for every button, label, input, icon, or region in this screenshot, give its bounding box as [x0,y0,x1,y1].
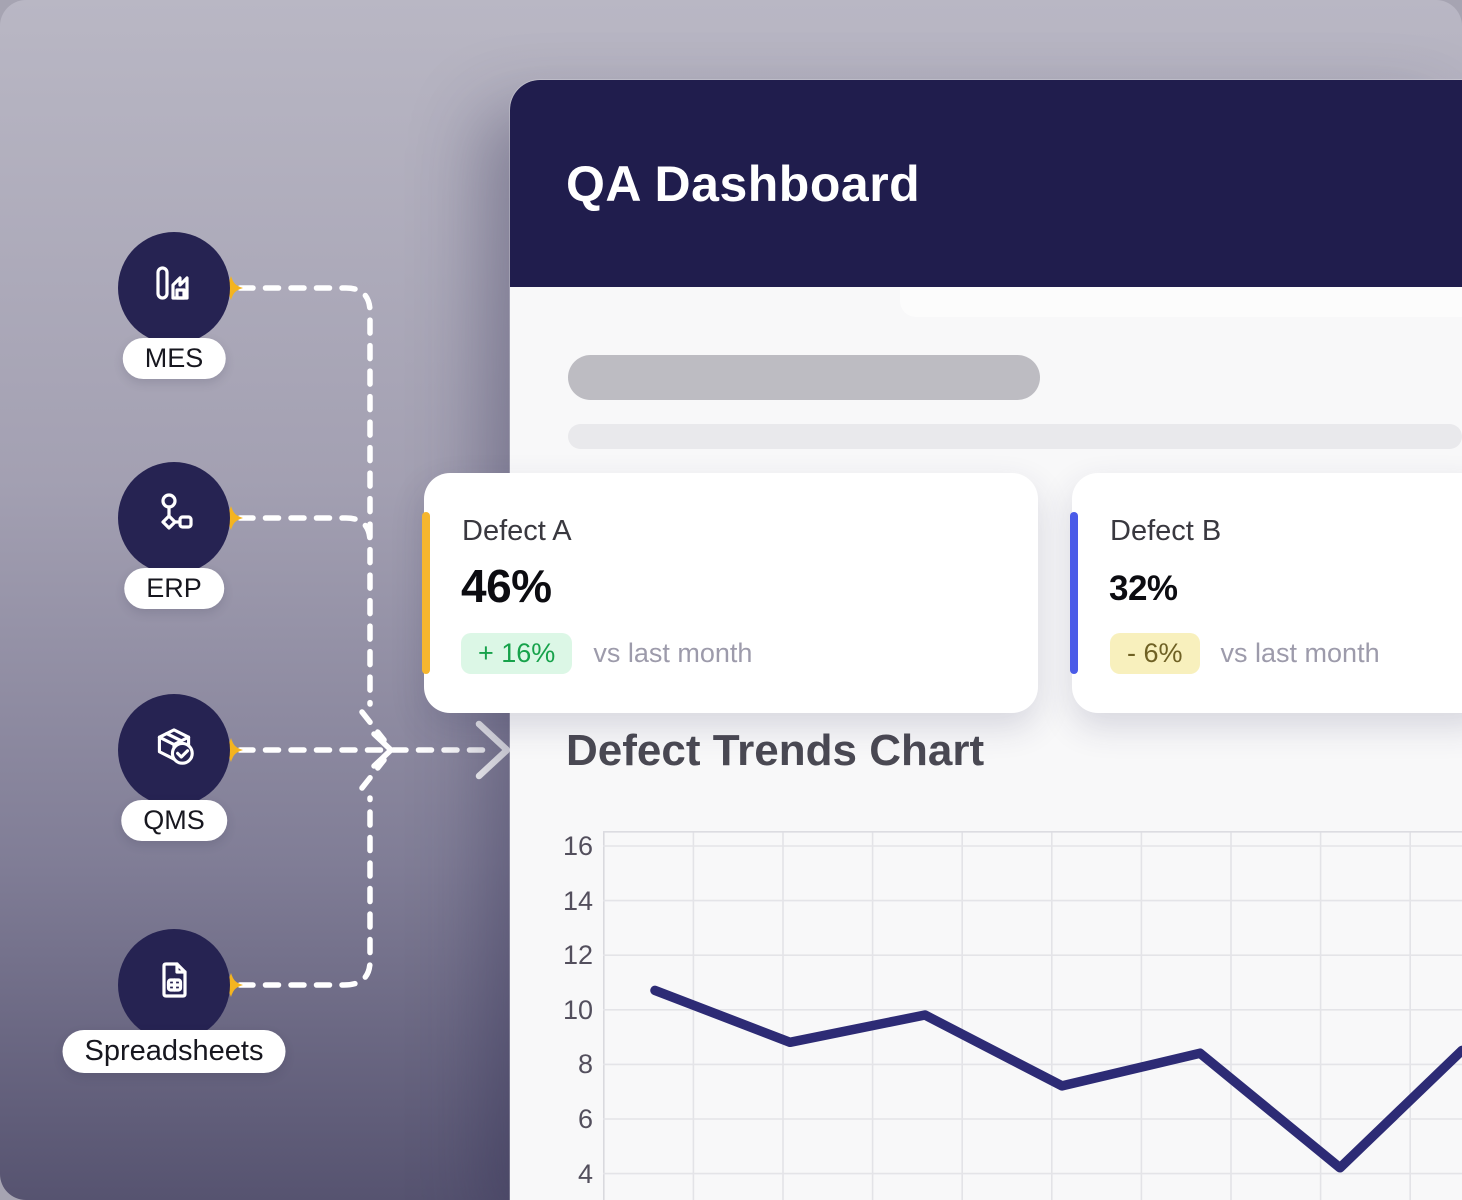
package-check-icon [157,728,194,765]
connector-mes [237,285,373,707]
trend-line [650,985,1462,1173]
defect-trends-line-chart [603,831,1462,1200]
spreadsheet-doc-icon [162,962,187,998]
qms-circle [118,694,230,806]
workflow-icon [161,493,193,530]
placeholder-bar-light [568,424,1462,449]
y-axis-tick-label: 4 [577,1158,593,1189]
y-axis-tick-label: 6 [577,1104,593,1134]
spreadsheets-circle [118,929,230,1041]
source-label-spreadsheets: Spreadsheets [62,1030,286,1073]
stat-card-defect-a: Defect A 46% + 16% vs last month [422,473,1038,713]
accent-stripe [1070,512,1078,674]
accent-stripe [422,512,430,674]
y-axis-tick-label: 10 [562,994,593,1025]
stat-card-defect-b: Defect B 32% - 6% vs last month [1070,473,1462,713]
header-underlay-strip [900,287,1462,317]
source-label-erp: ERP [124,568,224,609]
erp-circle [118,462,230,574]
y-axis-tick-label: 16 [562,831,593,861]
merge-chevron-icon [371,731,394,769]
placeholder-bar-dark [568,355,1040,400]
stat-card-value: 32% [1109,569,1178,608]
stat-card-delta-row: - 6% vs last month [1110,633,1380,674]
connector-spreadsheets [237,795,373,988]
delta-badge: + 16% [461,633,573,674]
connector-merge-bottom [359,757,387,791]
source-label-mes: MES [122,338,226,379]
y-axis-tick-label: 8 [577,1049,593,1080]
dashboard-title: QA Dashboard [566,155,921,212]
stat-card-title: Defect B [1110,515,1222,547]
delta-note: vs last month [593,638,753,668]
stat-card-title: Defect A [462,515,572,547]
delta-note: vs last month [1220,638,1380,668]
source-label-qms: QMS [121,800,227,841]
connector-merge-top [359,709,387,743]
dashboard-header: QA Dashboard [510,80,1462,287]
chart-heading: Defect Trends Chart [566,726,985,775]
mes-circle [118,232,230,344]
delta-badge: - 6% [1110,633,1200,674]
arrowhead-icon [475,720,511,780]
y-axis-tick-label: 14 [562,885,593,916]
y-axis-tick-label: 12 [562,940,593,971]
connector-erp [237,515,373,545]
stat-card-value: 46% [461,560,552,612]
factory-chart-icon [156,266,189,300]
stat-card-delta-row: + 16% vs last month [461,633,752,674]
